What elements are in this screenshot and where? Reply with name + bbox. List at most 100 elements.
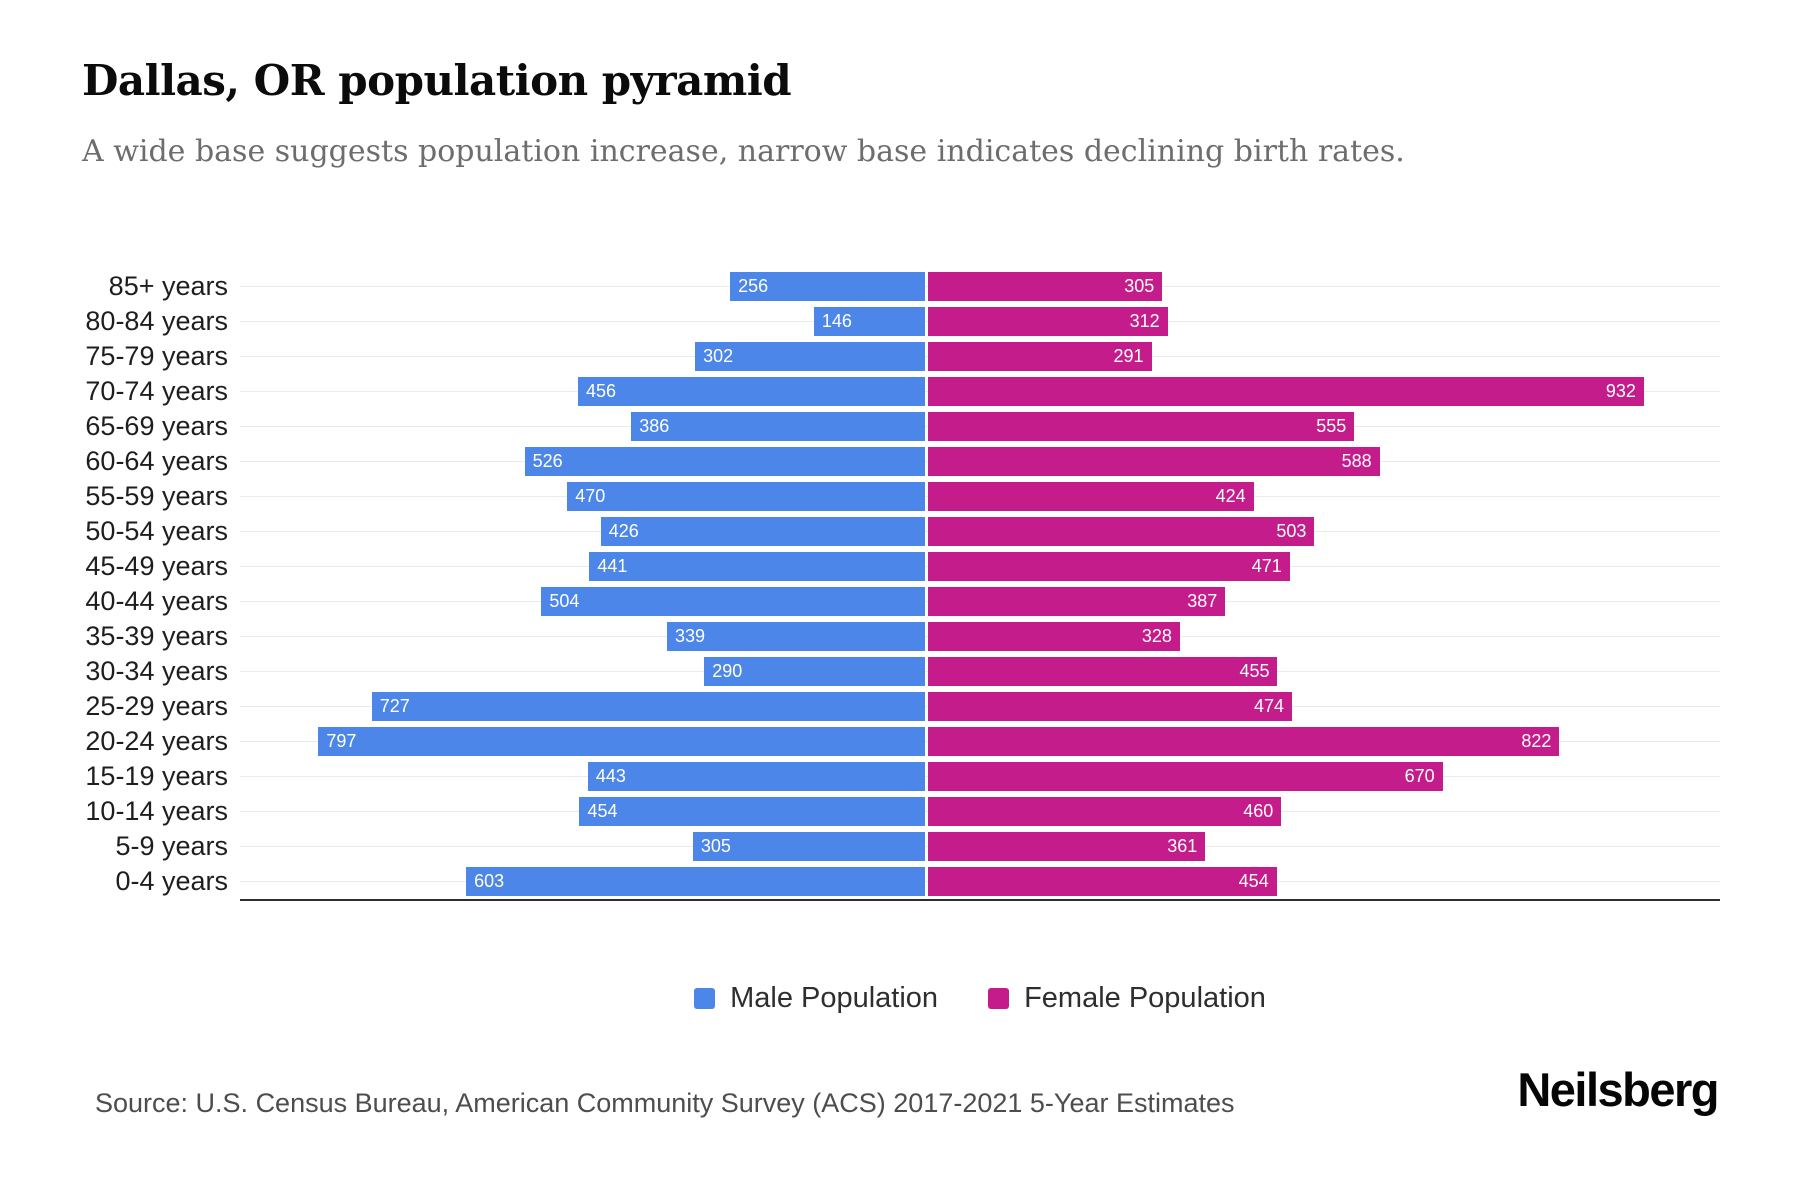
- legend-item-female: Female Population: [988, 982, 1266, 1015]
- male-bar: 603: [466, 867, 925, 896]
- female-bar: 454: [928, 867, 1277, 896]
- female-value-label: 471: [1251, 556, 1282, 576]
- female-value-label: 460: [1243, 801, 1274, 821]
- male-value-label: 727: [379, 696, 410, 716]
- female-value-label: 312: [1129, 311, 1160, 331]
- male-bar: 443: [587, 762, 925, 791]
- pyramid-chart: 85+ years 256 305 80-84 years 146 312 75-79 ye…: [0, 269, 1800, 901]
- legend-item-male: Male Population: [694, 982, 938, 1015]
- female-value-label: 932: [1605, 381, 1636, 401]
- female-bar: 387: [928, 587, 1226, 616]
- male-bar: 470: [567, 482, 925, 511]
- male-bar: 386: [631, 412, 925, 441]
- pyramid-row: 0-4 years 603 454: [0, 864, 1800, 899]
- age-group-label: 75-79 years: [85, 341, 228, 371]
- age-group-label: 65-69 years: [85, 411, 228, 441]
- age-group-label: 45-49 years: [85, 551, 228, 581]
- male-bar: 727: [371, 692, 925, 721]
- female-bar: 455: [928, 657, 1278, 686]
- male-bar: 339: [666, 622, 925, 651]
- male-bar: 526: [524, 447, 925, 476]
- male-value-label: 504: [549, 591, 580, 611]
- male-bar: 305: [692, 832, 925, 861]
- male-value-label: 441: [597, 556, 628, 576]
- age-group-label: 60-64 years: [85, 446, 228, 476]
- female-value-label: 555: [1316, 416, 1347, 436]
- male-bar: 302: [695, 342, 925, 371]
- male-value-label: 470: [575, 486, 606, 506]
- pyramid-row: 55-59 years 470 424: [0, 479, 1800, 514]
- female-bar: 460: [928, 797, 1282, 826]
- female-bar: 328: [928, 622, 1180, 651]
- female-value-label: 503: [1276, 521, 1307, 541]
- age-group-label: 0-4 years: [115, 866, 228, 896]
- female-bar: 822: [928, 727, 1560, 756]
- female-bar: 474: [928, 692, 1293, 721]
- male-bar: 426: [600, 517, 925, 546]
- female-bar: 305: [928, 272, 1163, 301]
- pyramid-row: 45-49 years 441 471: [0, 549, 1800, 584]
- female-value-label: 424: [1215, 486, 1246, 506]
- male-value-label: 603: [474, 871, 505, 891]
- male-value-label: 797: [326, 731, 357, 751]
- source-attribution: Source: U.S. Census Bureau, American Com…: [95, 1088, 1235, 1118]
- female-value-label: 588: [1341, 451, 1372, 471]
- female-bar: 932: [928, 377, 1644, 406]
- pyramid-row: 35-39 years 339 328: [0, 619, 1800, 654]
- age-group-label: 10-14 years: [85, 796, 228, 826]
- female-value-label: 305: [1124, 276, 1155, 296]
- female-value-label: 822: [1521, 731, 1552, 751]
- male-value-label: 146: [821, 311, 852, 331]
- female-bar: 555: [928, 412, 1355, 441]
- page-subtitle: A wide base suggests population increase…: [82, 134, 1405, 169]
- male-bar: 456: [577, 377, 925, 406]
- chart-legend: Male Population Female Population: [240, 982, 1720, 1015]
- male-bar: 441: [589, 552, 925, 581]
- male-value-label: 305: [700, 836, 731, 856]
- male-value-label: 386: [639, 416, 670, 436]
- female-legend-swatch-icon: [988, 988, 1010, 1009]
- male-value-label: 443: [595, 766, 626, 786]
- pyramid-row: 10-14 years 454 460: [0, 794, 1800, 829]
- pyramid-row: 30-34 years 290 455: [0, 654, 1800, 689]
- pyramid-row: 50-54 years 426 503: [0, 514, 1800, 549]
- female-bar: 588: [928, 447, 1380, 476]
- female-value-label: 670: [1404, 766, 1435, 786]
- age-group-label: 55-59 years: [85, 481, 228, 511]
- pyramid-row: 85+ years 256 305: [0, 269, 1800, 304]
- male-legend-swatch-icon: [694, 988, 716, 1009]
- male-bar: 504: [541, 587, 925, 616]
- pyramid-row: 75-79 years 302 291: [0, 339, 1800, 374]
- female-bar: 424: [928, 482, 1254, 511]
- page-title: Dallas, OR population pyramid: [82, 56, 792, 105]
- female-value-label: 474: [1254, 696, 1285, 716]
- age-group-label: 40-44 years: [85, 586, 228, 616]
- male-value-label: 456: [585, 381, 616, 401]
- male-value-label: 256: [738, 276, 769, 296]
- pyramid-rows: 85+ years 256 305 80-84 years 146 312 75-79 ye…: [0, 269, 1800, 899]
- age-group-label: 15-19 years: [85, 761, 228, 791]
- age-group-label: 50-54 years: [85, 516, 228, 546]
- age-group-label: 30-34 years: [85, 656, 228, 686]
- female-value-label: 387: [1187, 591, 1218, 611]
- female-value-label: 291: [1113, 346, 1144, 366]
- male-value-label: 290: [712, 661, 743, 681]
- male-bar: 146: [813, 307, 925, 336]
- neilsberg-logo: Neilsberg: [1517, 1063, 1719, 1116]
- age-group-label: 20-24 years: [85, 726, 228, 756]
- male-value-label: 302: [703, 346, 734, 366]
- male-bar: 797: [318, 727, 925, 756]
- age-group-label: 35-39 years: [85, 621, 228, 651]
- pyramid-row: 80-84 years 146 312: [0, 304, 1800, 339]
- age-group-label: 70-74 years: [85, 376, 228, 406]
- male-value-label: 426: [608, 521, 639, 541]
- male-value-label: 526: [532, 451, 563, 471]
- male-bar: 256: [730, 272, 925, 301]
- male-value-label: 339: [674, 626, 706, 646]
- pyramid-row: 65-69 years 386 555: [0, 409, 1800, 444]
- pyramid-row: 40-44 years 504 387: [0, 584, 1800, 619]
- male-bar: 454: [579, 797, 925, 826]
- female-value-label: 455: [1239, 661, 1270, 681]
- pyramid-row: 60-64 years 526 588: [0, 444, 1800, 479]
